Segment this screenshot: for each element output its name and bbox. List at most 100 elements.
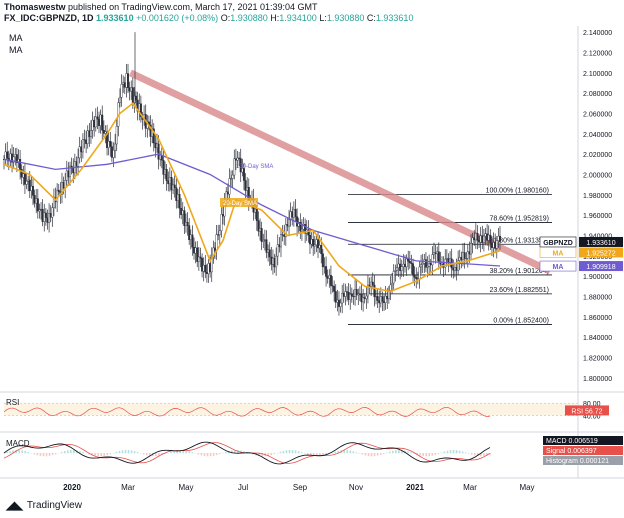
macd-histogram-bar [15,450,17,454]
candle-body [383,301,386,303]
ma-indicator-label-1[interactable]: MA [9,33,23,43]
macd-histogram-bar [428,453,431,457]
candle-body [48,213,51,223]
y-tick-label: 2.100000 [583,71,612,78]
candle-body [484,233,487,237]
macd-histogram-bar [191,452,194,454]
macd-histogram-bar [127,450,130,454]
candle-body [271,257,274,265]
candle-body [334,291,337,303]
candle-body [202,265,205,272]
price-tag-label: GBPNZD [543,240,573,247]
macd-histogram-bar [334,451,336,454]
macd-tag-bg [543,436,623,445]
candle-body [415,277,418,280]
candle-body [30,185,33,191]
macd-histogram-bar [267,453,270,456]
macd-tag-text: Signal 0.006397 [546,448,597,455]
candle-body [33,195,36,204]
candle-body [326,276,329,279]
fib-level-label: 100.00% (1.980160) [486,188,549,195]
footer-brand[interactable]: TradingView [26,500,82,511]
candle-body [402,263,405,267]
candle-body [310,239,313,245]
candle-body [333,285,336,292]
candle-body [19,159,22,170]
candle-body [20,169,23,178]
candle-body [242,168,245,181]
low-value: 1.930880 [326,13,365,23]
candle-body [263,239,266,241]
candle-body [471,237,474,244]
price-chart[interactable]: 100.00% (1.980160) 78.60% (1.952819) 61.80… [0,0,624,496]
ma-indicator-label-2[interactable]: MA [9,45,23,55]
candle-body [499,235,502,242]
candle-body [342,293,345,297]
candle-body [291,211,294,218]
candle-body [102,130,105,134]
candle-body [436,251,439,254]
candle-body [487,234,490,241]
candle-body [226,191,229,195]
macd-histogram-bar [446,450,449,454]
candle-body [77,157,80,167]
macd-histogram-bar [313,453,315,457]
candle-body [410,262,413,264]
candle-body [152,128,155,144]
candle-body [362,297,365,303]
candle-body [329,275,332,286]
candle-body [189,234,192,241]
macd-histogram-bar [361,453,364,455]
macd-histogram-bar [155,453,157,457]
candle-body [300,228,303,232]
candle-body [328,275,331,279]
macd-histogram-bar [343,450,345,454]
price-change: +0.001620 (+0.08%) [136,13,219,23]
candle-body [346,291,349,293]
macd-histogram-bar [27,451,30,454]
candle-body [80,146,83,153]
macd-histogram-bar [440,452,443,454]
candle-body [205,272,208,274]
macd-tag-text: Histogram 0.000121 [546,458,609,465]
macd-histogram-bar [145,453,148,456]
candle-body [355,289,358,296]
macd-histogram-bar [349,450,352,454]
macd-histogram-bar [118,450,121,454]
macd-histogram-bar [176,450,178,454]
candle-body [447,258,450,263]
candle-body [317,239,320,249]
candle-body [204,265,207,273]
candle-body [212,247,215,258]
candle-body [86,130,89,144]
macd-histogram-bar [419,453,421,456]
candle-body [25,181,28,185]
macd-histogram-bar [395,450,397,454]
publisher-name[interactable]: Thomaswestw [4,2,66,12]
candle-body [492,242,495,248]
candle-body [217,234,220,236]
macd-pane: MACD 0.006519 Signal 0.006397 Histogram 0.… [3,436,623,465]
y-tick-label: 2.120000 [583,50,612,57]
macd-histogram-bar [455,450,458,454]
macd-histogram-bar [325,453,327,455]
macd-histogram-bar [474,453,476,456]
tradingview-logo-icon[interactable]: ◢◣ [6,500,23,512]
candle-body [307,229,310,236]
candle-body [234,158,237,161]
candle-body [449,258,452,263]
candle-body [381,296,384,302]
candle-body [118,97,121,103]
macd-histogram-bar [470,453,473,455]
candle-body [424,259,427,268]
price-tag-value: 1.909918 [586,264,615,271]
x-tick-label: 2020 [63,483,81,492]
candle-body [15,154,18,163]
candle-body [460,256,463,260]
macd-histogram-bar [449,450,452,454]
candle-body [376,296,379,301]
symbol-label[interactable]: FX_IDC:GBPNZD, 1D [4,13,94,23]
macd-histogram-bar [270,453,273,456]
macd-histogram-bar [9,451,11,454]
close-label: C: [366,13,376,23]
